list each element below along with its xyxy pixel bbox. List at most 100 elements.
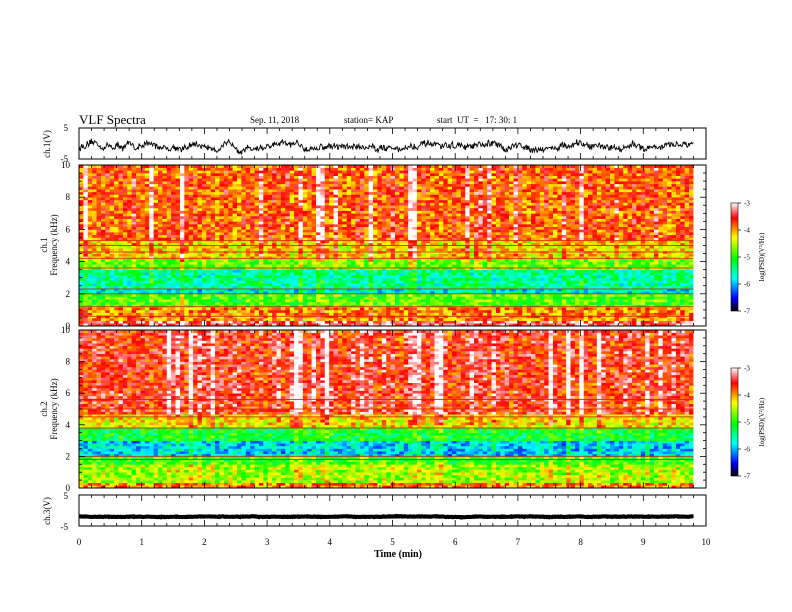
spectrogram-cell [250,283,255,287]
spectrogram-cell [158,299,163,303]
spectrogram-cell [184,277,190,281]
spectrogram-cell [320,285,326,289]
spectrogram-cell [430,272,435,276]
spectrogram-cell [193,207,198,211]
spectrogram-cell [153,191,159,195]
spectrogram-cell [140,245,146,249]
spectrogram-cell [188,253,194,257]
spectrogram-cell [223,240,229,244]
spectrogram-cell [100,245,106,249]
spectrogram-cell [267,226,273,230]
spectrogram-cell [79,170,84,174]
spectrogram-cell [96,202,102,206]
spectrogram-cell [118,191,124,195]
spectrogram-cell [386,232,391,236]
spectrogram-cell [250,207,255,211]
spectrogram-cell [237,323,242,327]
spectrogram-cell [430,307,435,311]
spectrogram-cell [241,264,247,268]
spectrogram-cell [403,215,409,219]
spectrogram-cell [386,272,391,276]
spectrogram-cell [267,189,273,193]
spectrogram-cell [329,205,334,209]
spectrogram-cell [100,224,106,228]
spectrogram-cell [373,307,378,311]
spectrogram-cell [430,173,435,177]
spectrogram-cell [267,183,273,187]
spectrogram-cell [83,178,89,182]
spectrogram-cell [408,320,413,324]
spectrogram-cell [258,221,264,225]
spectrogram-cell [267,291,273,295]
spectrogram-cell [408,213,413,217]
spectrogram-cell [311,242,317,246]
spectrogram-cell [250,167,255,171]
spectrogram-cell [368,186,374,190]
spectrogram-cell [228,213,233,217]
spectrogram-cell [149,197,154,201]
spectrogram-cell [381,272,387,276]
spectrogram-cell [285,165,290,168]
spectrogram-cell [250,245,255,249]
spectrogram-cell [223,224,229,228]
spectrogram-cell [166,256,172,260]
spectrogram-cell [324,280,330,284]
spectrogram-cell [83,248,89,252]
spectrogram-cell [105,183,111,187]
spectrogram-cell [162,175,168,179]
spectrogram-cell [430,312,435,316]
spectrogram-cell [355,317,361,321]
spectrogram-cell [171,224,176,228]
spectrogram-cell [395,269,400,273]
spectrogram-cell [337,299,343,303]
spectrogram-cell [298,283,304,287]
spectrogram-cell [267,323,273,327]
spectrogram-cell [276,221,282,225]
spectrogram-cell [324,232,330,236]
spectrogram-cell [351,229,356,233]
spectrogram-cell [258,258,264,262]
spectrogram-cell [250,242,255,246]
spectrogram-cell [355,202,361,206]
spectrogram-cell [320,283,326,287]
spectrogram-cell [307,299,312,303]
spectrogram-cell [109,299,115,303]
spectrogram-cell [359,165,365,168]
spectrogram-cell [197,309,203,313]
spectrogram-cell [254,165,260,168]
spectrogram-cell [215,167,220,171]
spectrogram-cell [425,307,431,311]
spectrogram-cell [333,210,339,214]
spectrogram-cell [228,197,233,201]
spectrogram-cell [171,317,176,321]
spectrogram-cell [215,199,220,203]
spectrogram-cell [206,186,211,190]
spectrogram-cell [158,269,163,273]
spectrogram-cell [197,237,203,241]
spectrogram-cell [430,178,435,182]
spectrogram-cell [210,173,216,177]
spectrogram-cell [337,256,343,260]
spectrogram-cell [184,189,190,193]
spectrogram-cell [346,229,352,233]
spectrogram-cell [162,218,168,222]
spectrogram-cell [179,194,185,198]
spectrogram-cell [79,210,84,214]
spectrogram-cell [263,232,269,236]
spectrogram-cell [241,293,247,297]
spectrogram-cell [368,288,374,292]
spectrogram-cell [87,215,93,219]
spectrogram-cell [118,210,124,214]
spectrogram-cell [430,181,435,185]
spectrogram-cell [263,191,269,195]
spectrogram-cell [250,234,255,238]
spectrogram-cell [346,213,352,217]
spectrogram-cell [267,285,273,289]
spectrogram-cell [346,232,352,236]
spectrogram-cell [114,221,119,225]
spectrogram-cell [87,261,93,265]
spectrogram-cell [100,213,106,217]
spectrogram-cell [359,296,365,300]
spectrogram-cell [219,291,225,295]
spectrogram-cell [87,248,93,252]
